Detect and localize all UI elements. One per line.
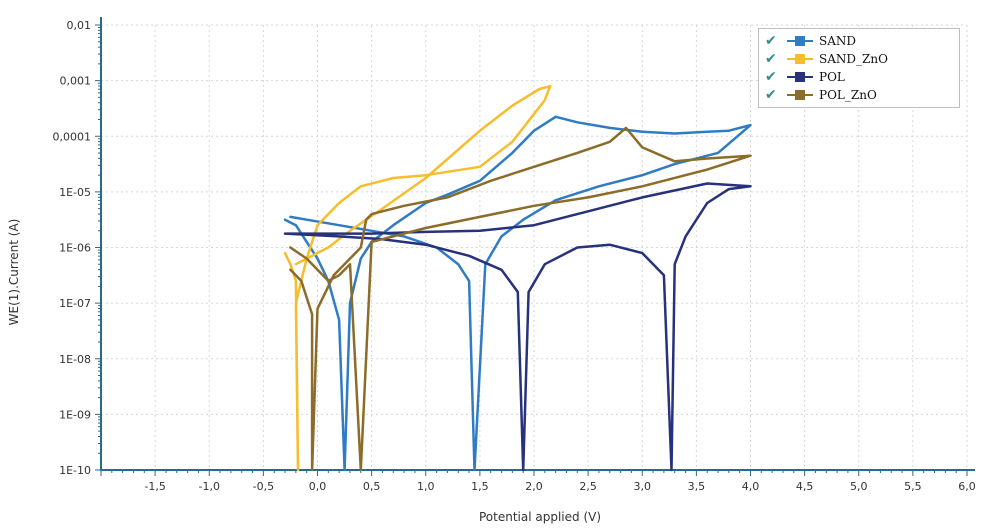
series-layer [283, 84, 752, 472]
x-tick-labels: -1,5 -1,0 -0,5 0,0 0,5 1,0 1,5 2,0 2,5 3,0 3,5 4,0 4… [144, 480, 975, 493]
x-tick-label: 3,0 [634, 480, 652, 493]
series-line-pol [283, 182, 752, 472]
legend-swatch [787, 89, 813, 101]
y-tick-label: 1E-09 [59, 408, 91, 421]
legend-item-sand-zno[interactable]: ✔ SAND_ZnO [759, 50, 957, 68]
x-tick-label: -0,5 [253, 480, 274, 493]
x-tick-label: -1,5 [144, 480, 165, 493]
y-tick-labels: 0,01 0,001 0,0001 1E-05 1E-06 1E-07 1E-08 1E-09… [53, 19, 92, 477]
y-tick-label: 0,001 [60, 75, 92, 88]
x-tick-label: 1,0 [417, 480, 435, 493]
check-icon[interactable]: ✔ [765, 69, 777, 85]
legend-swatch [787, 71, 813, 83]
x-tick-label: 5,5 [904, 480, 922, 493]
y-tick-label: 1E-08 [59, 353, 91, 366]
x-tick-label: -1,0 [199, 480, 220, 493]
legend-item-pol[interactable]: ✔ POL [759, 68, 957, 86]
x-tick-label: 2,0 [525, 480, 543, 493]
x-tick-label: 6,0 [958, 480, 976, 493]
x-tick-label: 1,5 [471, 480, 489, 493]
x-tick-label: 5,0 [850, 480, 868, 493]
y-tick-label: 1E-07 [59, 297, 91, 310]
check-icon[interactable]: ✔ [765, 33, 777, 49]
x-tick-label: 0,5 [363, 480, 381, 493]
y-tick-label: 1E-06 [59, 242, 91, 255]
legend-label: POL_ZnO [819, 88, 877, 102]
x-tick-label: 4,0 [742, 480, 760, 493]
check-icon[interactable]: ✔ [765, 51, 777, 67]
legend-item-pol-zno[interactable]: ✔ POL_ZnO [759, 86, 957, 104]
legend-label: SAND [819, 34, 857, 48]
series-line-sand [283, 115, 752, 472]
legend-item-sand[interactable]: ✔ SAND [759, 32, 957, 50]
legend-label: POL [819, 70, 845, 84]
legend-label: SAND_ZnO [819, 52, 888, 66]
series-line-sand-zno [283, 84, 552, 472]
legend-swatch [787, 35, 813, 47]
x-tick-label: 0,0 [309, 480, 327, 493]
x-tick-label: 3,5 [688, 480, 706, 493]
axes [95, 17, 975, 476]
y-tick-label: 1E-05 [59, 186, 91, 199]
y-tick-label: 0,0001 [53, 130, 92, 143]
y-tick-label: 1E-10 [59, 464, 91, 477]
x-axis-label: Potential applied (V) [479, 510, 601, 524]
x-tick-label: 4,5 [796, 480, 814, 493]
check-icon[interactable]: ✔ [765, 87, 777, 103]
x-tick-label: 2,5 [579, 480, 597, 493]
series-line-pol-zno [289, 126, 752, 472]
y-axis-label: WE(1).Current (A) [7, 219, 21, 326]
y-tick-label: 0,01 [67, 19, 92, 32]
legend: ✔ SAND ✔ SAND_ZnO ✔ POL ✔ POL_ZnO [758, 28, 960, 108]
legend-swatch [787, 53, 813, 65]
